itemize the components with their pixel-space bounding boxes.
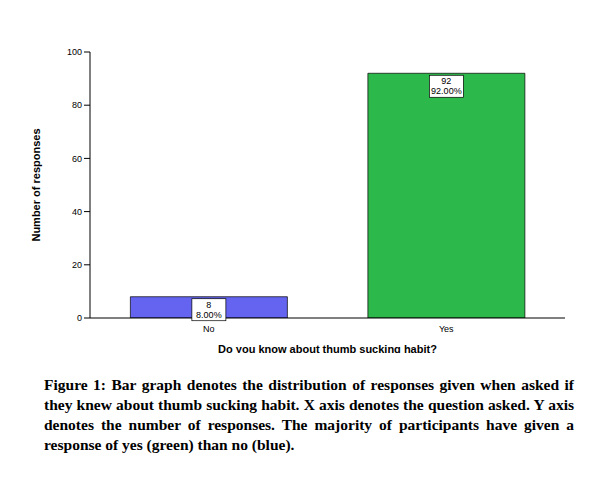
svg-text:8.00%: 8.00%: [196, 310, 222, 320]
svg-text:100: 100: [67, 47, 82, 57]
html-text:Figure 1: Bar graph denotes th: Figure 1: Bar graph denotes the distribu…: [44, 376, 574, 453]
svg-text:8: 8: [206, 300, 211, 310]
svg-text:60: 60: [72, 154, 82, 164]
svg-text:40: 40: [72, 207, 82, 217]
svg-text:Yes: Yes: [439, 324, 454, 334]
svg-text:0: 0: [77, 313, 82, 323]
svg-text:80: 80: [72, 100, 82, 110]
svg-text:20: 20: [72, 260, 82, 270]
svg-text:Number of responses: Number of responses: [30, 128, 42, 241]
svg-text:92.00%: 92.00%: [431, 86, 462, 96]
svg-text:No: No: [203, 324, 215, 334]
svg-text:Do you know about thumb suckin: Do you know about thumb sucking habit?: [218, 343, 437, 353]
svg-text:92: 92: [441, 76, 451, 86]
